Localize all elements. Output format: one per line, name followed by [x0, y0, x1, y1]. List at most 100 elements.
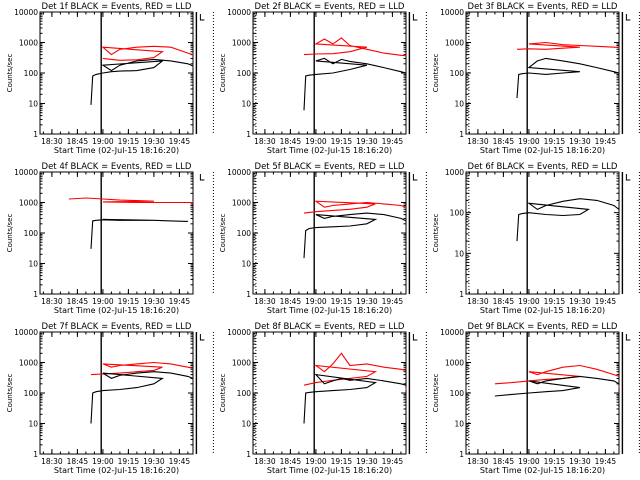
x-tick-label: 18:45 [67, 457, 89, 466]
y-tick-label: 100 [237, 69, 252, 78]
plot-frame [39, 11, 194, 135]
x-tick-label: 18:30 [41, 137, 63, 146]
y-tick-label: 1000 [445, 39, 464, 48]
x-axis-label: Start Time (02-Jul-15 18:16:20) [480, 466, 605, 475]
bracket-glyph [199, 14, 205, 21]
series-lld [303, 352, 407, 386]
y-tick-label: 10 [28, 260, 38, 269]
x-tick-label: 18:45 [493, 457, 515, 466]
bracket-glyph [199, 334, 205, 341]
y-axis-label: Counts/sec [6, 214, 14, 253]
x-tick-label: 19:30 [143, 297, 165, 306]
bracket-glyph [412, 174, 418, 181]
panel-title: Det 1f BLACK = Events, RED = LLD [42, 2, 192, 12]
x-axis-label: Start Time (02-Jul-15 18:16:20) [480, 306, 605, 315]
x-tick-label: 19:00 [92, 457, 114, 466]
panel-title: Det 7f BLACK = Events, RED = LLD [42, 322, 192, 332]
x-tick-label: 19:00 [305, 137, 327, 146]
x-tick-label: 19:45 [382, 297, 404, 306]
y-tick-label: 10 [28, 420, 38, 429]
x-tick-label: 19:30 [356, 297, 378, 306]
y-tick-label: 10 [454, 100, 464, 109]
x-tick-label: 19:30 [569, 297, 591, 306]
x-tick-label: 19:45 [169, 137, 191, 146]
series-events [516, 198, 620, 242]
x-tick-label: 19:45 [169, 457, 191, 466]
panel-title: Det 3f BLACK = Events, RED = LLD [468, 2, 618, 12]
y-tick-label: 10 [241, 100, 251, 109]
series-events [494, 375, 620, 397]
x-axis-label: Start Time (02-Jul-15 18:16:20) [267, 466, 392, 475]
panel-9: Det 9f BLACK = Events, RED = LLD 1 10 100 10… [432, 322, 640, 475]
y-tick-label: 100 [450, 69, 465, 78]
y-tick-label: 100 [24, 229, 39, 238]
x-tick-label: 19:00 [305, 457, 327, 466]
series-events [516, 57, 620, 99]
x-tick-label: 18:30 [254, 297, 276, 306]
series-lld [101, 45, 194, 61]
y-tick-label: 10000 [227, 168, 251, 177]
series-lld [494, 364, 620, 385]
series-lld [68, 197, 194, 204]
panel-title: Det 9f BLACK = Events, RED = LLD [468, 322, 618, 332]
x-tick-label: 19:00 [518, 297, 540, 306]
bracket-glyph [199, 174, 205, 181]
y-tick-label: 10 [454, 249, 464, 258]
y-axis-label: Counts/sec [219, 374, 227, 413]
y-tick-label: 1000 [19, 39, 38, 48]
series-lld [516, 41, 620, 50]
y-axis-label: Counts/sec [6, 374, 14, 413]
x-tick-label: 19:45 [595, 297, 617, 306]
panel-title: Det 8f BLACK = Events, RED = LLD [255, 322, 405, 332]
y-tick-label: 10000 [440, 8, 464, 17]
series-events [90, 58, 194, 105]
y-tick-label: 1 [33, 130, 38, 139]
panel-title: Det 4f BLACK = Events, RED = LLD [42, 162, 192, 172]
x-tick-label: 18:30 [41, 297, 63, 306]
y-axis-label: Counts/sec [432, 214, 440, 253]
x-tick-label: 18:45 [493, 297, 515, 306]
x-tick-label: 18:30 [467, 137, 489, 146]
plot-frame [465, 171, 620, 295]
y-tick-label: 10000 [14, 8, 38, 17]
y-tick-label: 1 [33, 450, 38, 459]
panel-2: Det 2f BLACK = Events, RED = LLD 1 10 100 10… [219, 2, 470, 155]
y-tick-label: 1000 [445, 359, 464, 368]
series-events [303, 57, 407, 111]
series-lld [303, 37, 407, 57]
y-tick-label: 10 [241, 420, 251, 429]
plot-frame [465, 11, 620, 135]
x-tick-label: 19:00 [518, 137, 540, 146]
x-tick-label: 19:15 [331, 457, 353, 466]
panel-1: Det 1f BLACK = Events, RED = LLD 1 10 100 10… [6, 2, 257, 155]
x-tick-label: 18:45 [280, 297, 302, 306]
x-tick-label: 19:15 [118, 457, 140, 466]
panel-title: Det 6f BLACK = Events, RED = LLD [468, 162, 618, 172]
y-tick-label: 10000 [440, 328, 464, 337]
x-tick-label: 18:30 [467, 457, 489, 466]
x-tick-label: 18:45 [280, 137, 302, 146]
x-tick-label: 19:45 [595, 457, 617, 466]
x-tick-label: 19:15 [544, 137, 566, 146]
plot-frame [39, 171, 194, 295]
x-tick-label: 19:15 [544, 297, 566, 306]
plot-frame [252, 331, 407, 455]
x-tick-label: 19:00 [518, 457, 540, 466]
x-axis-label: Start Time (02-Jul-15 18:16:20) [54, 306, 179, 315]
y-tick-label: 10000 [227, 8, 251, 17]
x-axis-label: Start Time (02-Jul-15 18:16:20) [267, 306, 392, 315]
y-tick-label: 10000 [14, 168, 38, 177]
series-lld [303, 200, 407, 214]
bracket-glyph [625, 14, 631, 21]
x-axis-label: Start Time (02-Jul-15 18:16:20) [54, 146, 179, 155]
y-axis-label: Counts/sec [432, 374, 440, 413]
x-tick-label: 18:30 [254, 137, 276, 146]
y-tick-label: 100 [450, 209, 465, 218]
x-tick-label: 19:45 [169, 297, 191, 306]
x-tick-label: 19:30 [143, 137, 165, 146]
x-tick-label: 19:30 [569, 457, 591, 466]
plot-frame [252, 171, 407, 295]
x-tick-label: 18:45 [493, 137, 515, 146]
x-tick-label: 19:15 [118, 137, 140, 146]
series-events [90, 371, 194, 424]
